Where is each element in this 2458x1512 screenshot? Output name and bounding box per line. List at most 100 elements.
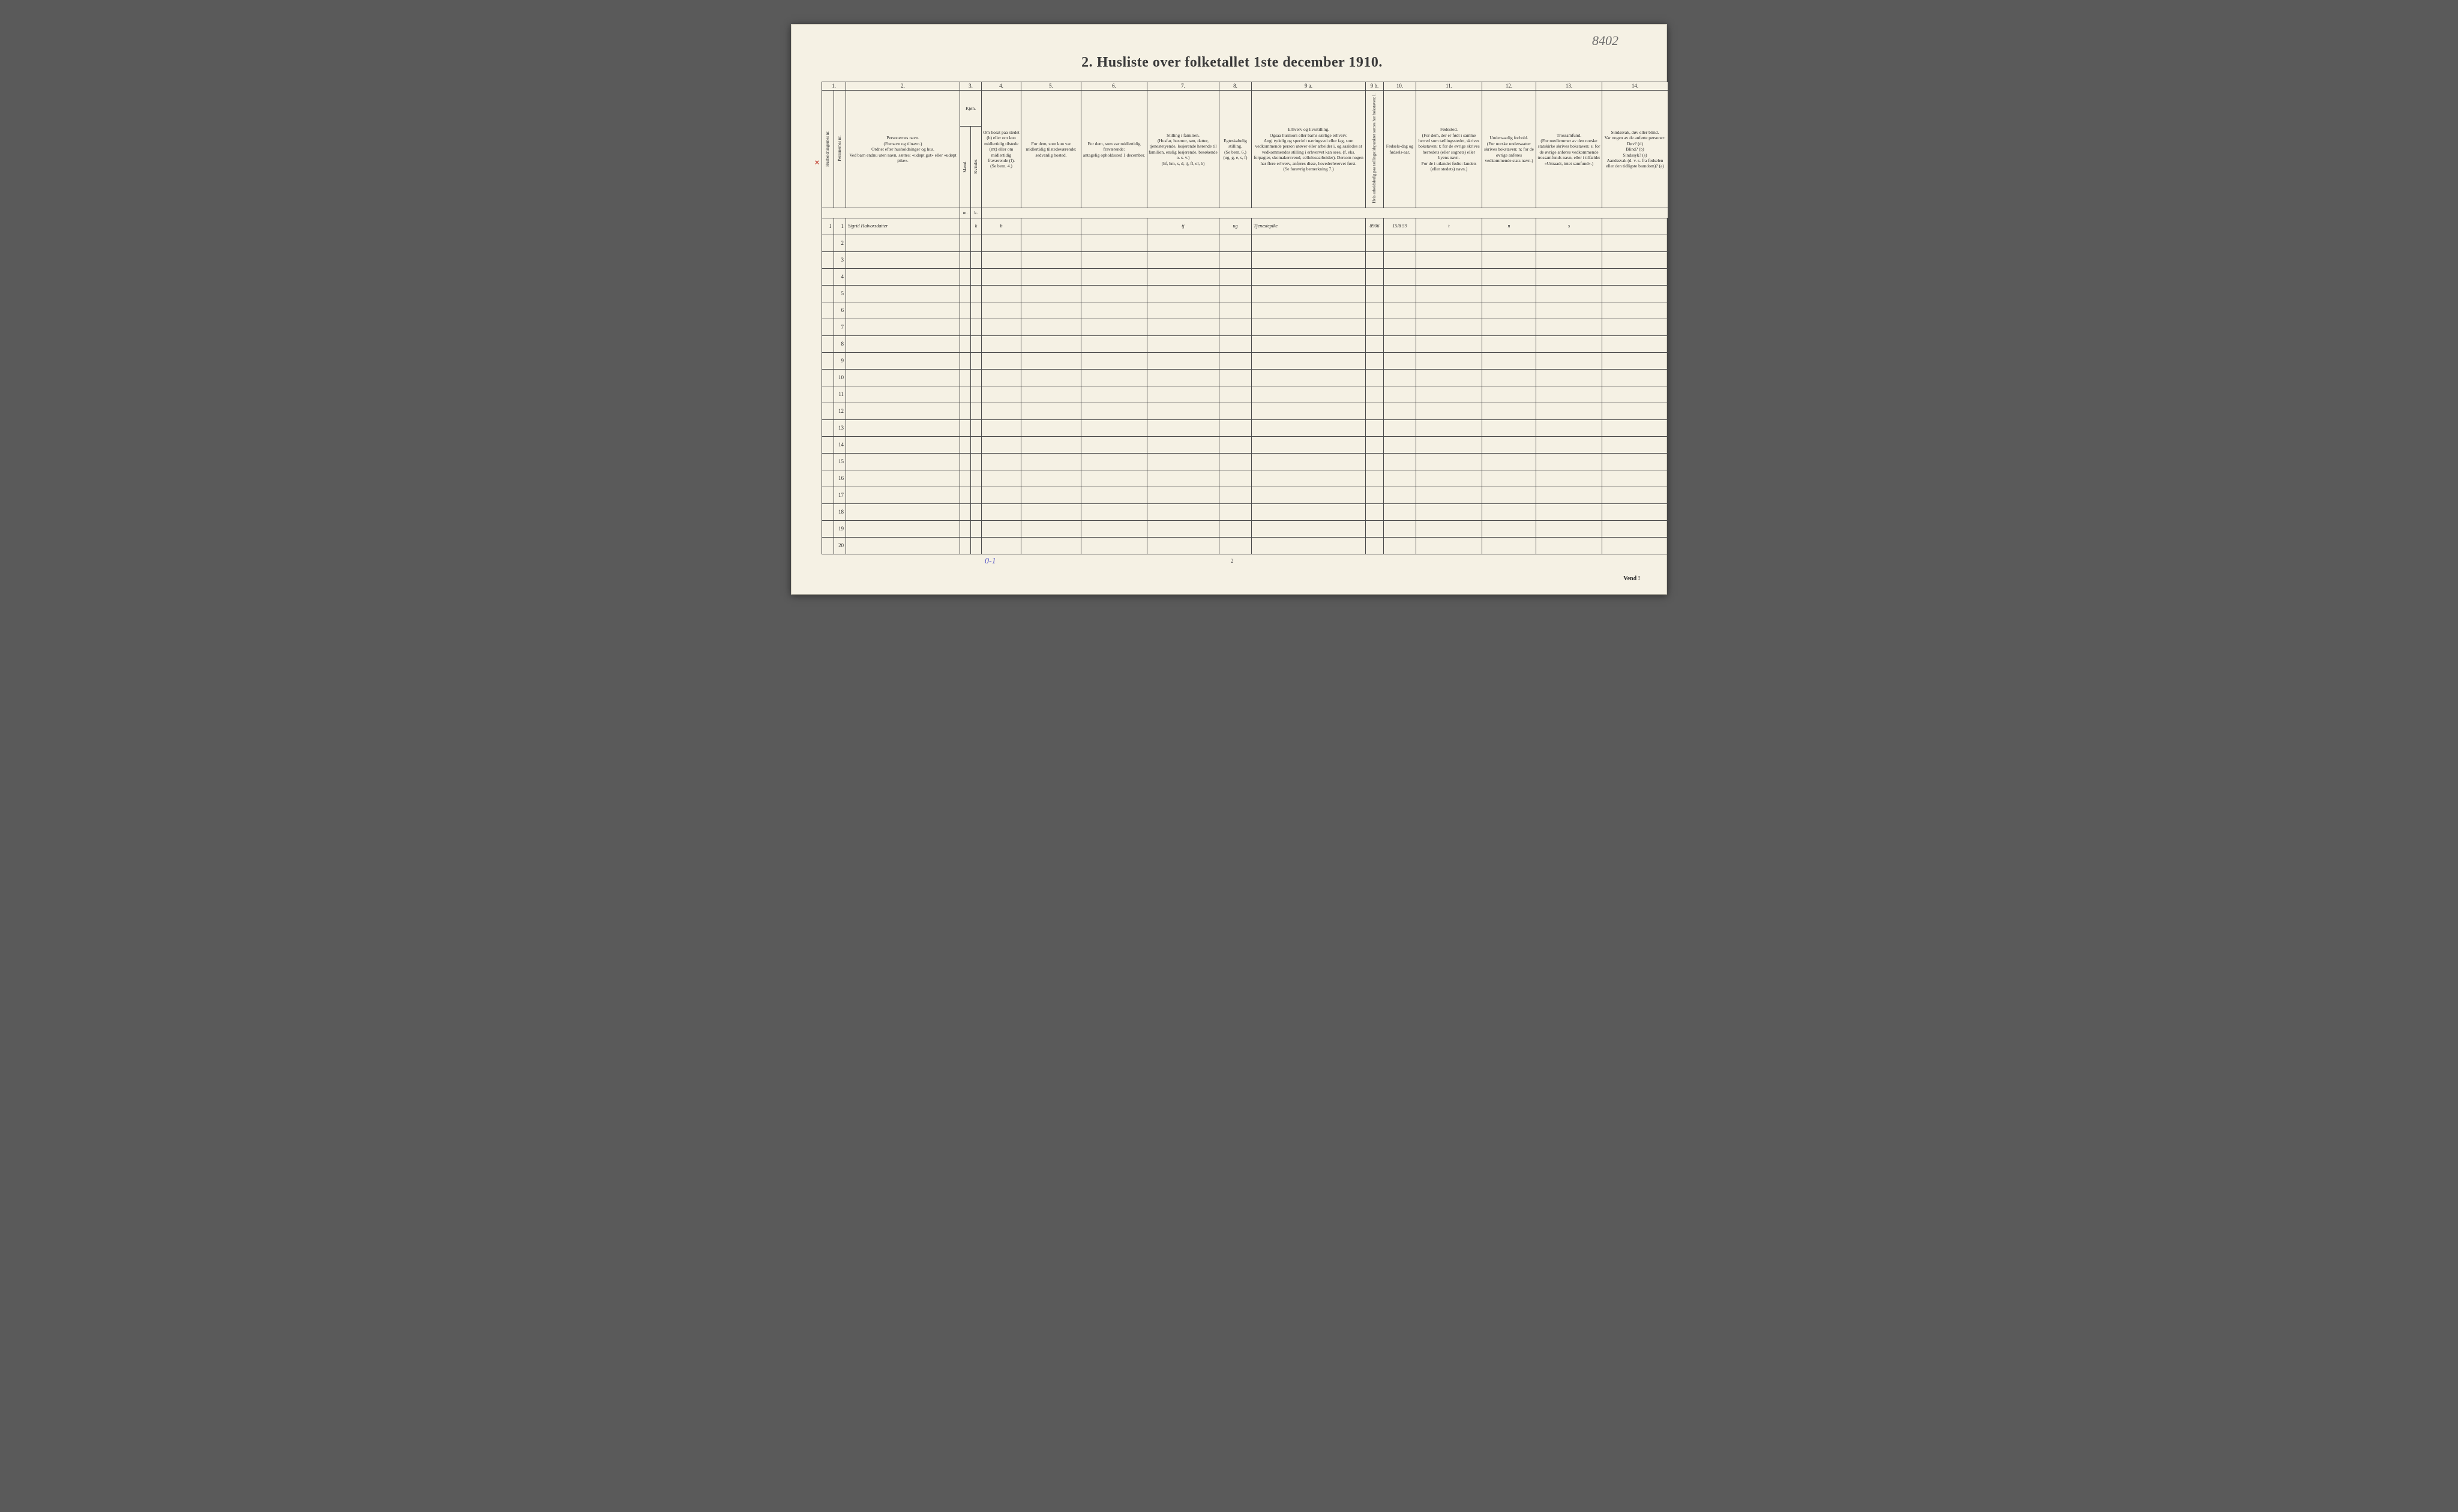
table-row: 14 — [822, 436, 1668, 453]
cell-marital: ug — [1219, 218, 1252, 235]
cell-empty — [1147, 419, 1219, 436]
cell-empty — [1416, 302, 1482, 319]
cell-household-nr — [822, 436, 834, 453]
cell-empty — [982, 436, 1021, 453]
hdr-female: Kvinder. — [971, 126, 982, 208]
cell-empty — [982, 453, 1021, 470]
cell-empty — [1252, 302, 1366, 319]
cell-empty — [1219, 403, 1252, 419]
cell-empty — [1384, 235, 1416, 251]
cell-empty — [1081, 235, 1147, 251]
cell-empty — [1482, 235, 1536, 251]
cell-empty — [1219, 235, 1252, 251]
cell-empty — [960, 386, 971, 403]
cell-empty — [1482, 386, 1536, 403]
cell-empty — [1147, 319, 1219, 335]
cell-empty — [1366, 453, 1384, 470]
cell-empty — [971, 352, 982, 369]
table-row: 7 — [822, 319, 1668, 335]
cell-household-nr — [822, 285, 834, 302]
cell-empty — [1219, 268, 1252, 285]
cell-empty — [1021, 268, 1081, 285]
cell-household-nr — [822, 453, 834, 470]
cell-person-nr: 4 — [834, 268, 846, 285]
cell-empty — [1219, 302, 1252, 319]
cell-empty — [1081, 487, 1147, 503]
cell-empty — [1147, 436, 1219, 453]
cell-empty — [1252, 403, 1366, 419]
colnum-14: 14. — [1602, 82, 1668, 91]
bottom-page-number: 2 — [822, 558, 1642, 564]
cell-empty — [1147, 335, 1219, 352]
table-row: 12 — [822, 403, 1668, 419]
table-row: 13 — [822, 419, 1668, 436]
cell-empty — [982, 319, 1021, 335]
cell-empty — [971, 369, 982, 386]
cell-household-nr — [822, 520, 834, 537]
colnum-7: 7. — [1147, 82, 1219, 91]
cell-empty — [1147, 403, 1219, 419]
cell-empty — [1366, 386, 1384, 403]
hdr-birthplace: Fødested. (For dem, der er født i samme … — [1416, 91, 1482, 208]
cell-empty — [1021, 369, 1081, 386]
cell-empty — [982, 285, 1021, 302]
cell-empty — [1252, 251, 1366, 268]
cell-empty — [846, 335, 960, 352]
cell-empty — [1602, 251, 1668, 268]
cell-empty — [1252, 520, 1366, 537]
cell-empty — [960, 335, 971, 352]
cell-household-nr — [822, 386, 834, 403]
cell-empty — [960, 470, 971, 487]
cell-empty — [846, 369, 960, 386]
cell-person-nr: 11 — [834, 386, 846, 403]
hdr-family-pos: Stilling i familien. (Husfar, husmor, sø… — [1147, 91, 1219, 208]
header-text-row: Husholdningernes nr. Personernes nr. Per… — [822, 91, 1668, 126]
cell-empty — [1252, 453, 1366, 470]
cell-empty — [1536, 470, 1602, 487]
cell-empty — [1081, 403, 1147, 419]
cell-empty — [1366, 419, 1384, 436]
cell-empty — [846, 403, 960, 419]
cell-empty — [846, 470, 960, 487]
cell-empty — [1602, 285, 1668, 302]
cell-empty — [982, 268, 1021, 285]
cell-9b: 8906 — [1366, 218, 1384, 235]
cell-empty — [1021, 487, 1081, 503]
cell-empty — [960, 352, 971, 369]
cell-empty — [1081, 520, 1147, 537]
cell-residence: b — [982, 218, 1021, 235]
cell-empty — [1252, 470, 1366, 487]
cell-empty — [1081, 319, 1147, 335]
cell-empty — [1482, 487, 1536, 503]
hdr-disability: Sindssvak, døv eller blind. Var nogen av… — [1602, 91, 1668, 208]
cell-empty — [1536, 335, 1602, 352]
cell-empty — [971, 235, 982, 251]
table-row: 5 — [822, 285, 1668, 302]
table-row: 2 — [822, 235, 1668, 251]
cell-empty — [971, 268, 982, 285]
cell-empty — [846, 419, 960, 436]
cell-empty — [1536, 453, 1602, 470]
cell-empty — [1219, 285, 1252, 302]
cell-empty — [1366, 537, 1384, 554]
cell-empty — [1384, 251, 1416, 268]
cell-empty — [1482, 335, 1536, 352]
cell-person-nr: 8 — [834, 335, 846, 352]
table-row: 9 — [822, 352, 1668, 369]
cell-empty — [1021, 319, 1081, 335]
colnum-11: 11. — [1416, 82, 1482, 91]
cell-empty — [1602, 453, 1668, 470]
cell-empty — [960, 537, 971, 554]
cell-empty — [846, 386, 960, 403]
cell-empty — [960, 503, 971, 520]
hdr-m: m. — [960, 208, 971, 218]
cell-empty — [971, 436, 982, 453]
cell-empty — [1536, 386, 1602, 403]
cell-empty — [982, 302, 1021, 319]
cell-empty — [1147, 503, 1219, 520]
cell-empty — [1366, 319, 1384, 335]
cell-empty — [1384, 285, 1416, 302]
cell-empty — [1021, 503, 1081, 520]
hdr-male: Mænd. — [960, 126, 971, 208]
cell-empty — [1536, 369, 1602, 386]
